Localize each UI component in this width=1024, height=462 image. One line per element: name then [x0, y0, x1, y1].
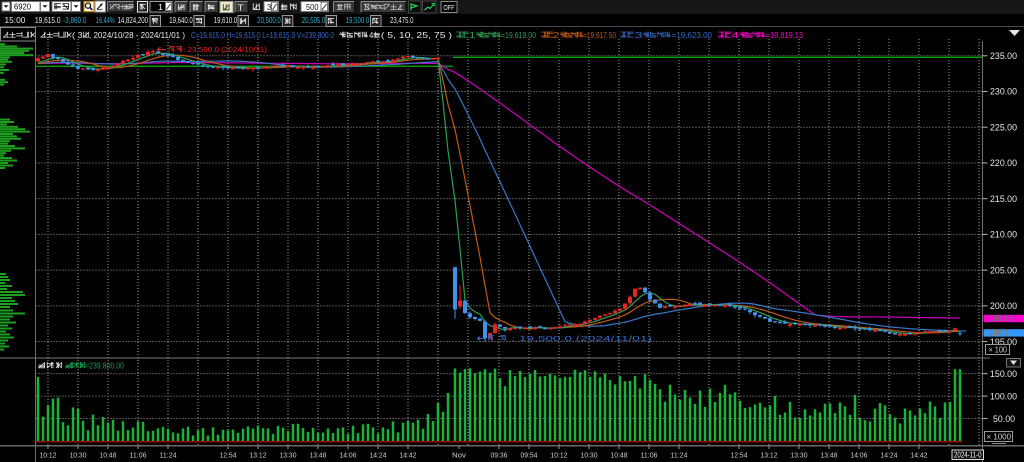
svg-text:19,615.0: 19,615.0 [35, 16, 61, 25]
svg-text:14:06: 14:06 [340, 451, 357, 460]
svg-text:09:36: 09:36 [491, 451, 508, 460]
svg-text:13:12: 13:12 [761, 451, 778, 460]
svg-text:( 3: ( 3 [72, 31, 83, 40]
svg-text:198.15: 198.15 [989, 314, 1013, 323]
svg-text:1: 1 [469, 31, 477, 40]
svg-text:10:30: 10:30 [581, 451, 598, 460]
svg-text:4: 4 [369, 31, 374, 40]
svg-text:235.00: 235.00 [990, 51, 1017, 61]
svg-text:6920: 6920 [14, 3, 32, 12]
svg-text:50.00: 50.00 [993, 414, 1015, 424]
svg-text:3: 3 [267, 3, 272, 12]
svg-text:× 1000: × 1000 [987, 432, 1012, 441]
svg-text:12:54: 12:54 [731, 451, 748, 460]
svg-text:11:06: 11:06 [130, 451, 147, 460]
svg-text:11:06: 11:06 [641, 451, 658, 460]
svg-text:4: 4 [731, 31, 739, 40]
svg-text:19,500.0: 19,500.0 [346, 16, 370, 25]
svg-text:: 23,590.0 (2024/10/31): : 23,590.0 (2024/10/31) [183, 45, 268, 54]
svg-text:14:24: 14:24 [370, 451, 387, 460]
svg-text:Nov: Nov [452, 451, 466, 460]
svg-text:× 100: × 100 [989, 345, 1008, 354]
svg-text:16.44%: 16.44% [96, 16, 115, 25]
svg-text:14:42: 14:42 [400, 451, 417, 460]
svg-text:C=19,615.0 H=19,615.0 L=19,615: C=19,615.0 H=19,615.0 L=19,615.0 V=239,8… [191, 31, 334, 40]
svg-text:: 19,500.0 (2024/11/01): : 19,500.0 (2024/11/01) [511, 334, 652, 343]
svg-text:500: 500 [306, 3, 319, 12]
svg-text:11:24: 11:24 [160, 451, 177, 460]
svg-text:10:30: 10:30 [70, 451, 87, 460]
svg-text:100.00: 100.00 [990, 391, 1017, 401]
svg-text:13:48: 13:48 [310, 451, 327, 460]
svg-text:-3,860.0: -3,860.0 [63, 16, 87, 25]
svg-text:10:48: 10:48 [100, 451, 117, 460]
svg-text:14:06: 14:06 [851, 451, 868, 460]
svg-text:10:12: 10:12 [551, 451, 568, 460]
svg-text:=239,800.00: =239,800.00 [85, 361, 124, 371]
svg-text:230.00: 230.00 [990, 87, 1017, 97]
svg-text:200.00: 200.00 [990, 301, 1017, 311]
svg-text:11:24: 11:24 [671, 451, 688, 460]
svg-text:215.00: 215.00 [990, 194, 1017, 204]
svg-text:14:24: 14:24 [881, 451, 898, 460]
svg-text:, 2024/10/28 - 2024/11/01 ): , 2024/10/28 - 2024/11/01 ) [89, 31, 185, 40]
svg-text:1: 1 [158, 2, 163, 12]
svg-text:23,475.0: 23,475.0 [390, 16, 414, 25]
svg-text:220.00: 220.00 [990, 158, 1017, 168]
svg-text:13:48: 13:48 [821, 451, 838, 460]
svg-text:12:54: 12:54 [220, 451, 237, 460]
svg-text:2024-11-0: 2024-11-0 [954, 451, 982, 460]
svg-text:15:00: 15:00 [5, 16, 27, 25]
svg-text:( 5, 10, 25, 75 ): ( 5, 10, 25, 75 ) [381, 31, 453, 40]
svg-text:13:30: 13:30 [280, 451, 297, 460]
svg-text:2: 2 [553, 31, 560, 40]
svg-text:T: T [238, 2, 244, 12]
svg-text:150.00: 150.00 [990, 369, 1017, 379]
svg-text:20,500.0: 20,500.0 [257, 16, 281, 25]
svg-text:14:42: 14:42 [911, 451, 928, 460]
svg-text:=19,617.50: =19,617.50 [583, 31, 616, 40]
svg-text:13:30: 13:30 [791, 451, 808, 460]
svg-text:10:12: 10:12 [40, 451, 57, 460]
svg-text:=19,619.00: =19,619.00 [501, 31, 537, 40]
svg-text:225.00: 225.00 [990, 122, 1017, 132]
svg-text:OFF: OFF [444, 3, 455, 12]
svg-text:14,824,200: 14,824,200 [118, 16, 149, 25]
svg-text:=19,819.13: =19,819.13 [766, 31, 804, 40]
svg-text:205.00: 205.00 [990, 265, 1017, 275]
svg-text:210.00: 210.00 [990, 230, 1017, 240]
svg-text:=19,623.00: =19,623.00 [672, 31, 713, 40]
svg-text:195.00: 195.00 [990, 337, 1017, 347]
svg-text:19,610.0: 19,610.0 [214, 16, 238, 25]
svg-text:20,505.0: 20,505.0 [302, 16, 326, 25]
svg-text:10:48: 10:48 [611, 451, 628, 460]
svg-text:3: 3 [635, 31, 644, 40]
svg-text:196.1: 196.1 [989, 329, 1009, 338]
svg-text:09:54: 09:54 [521, 451, 538, 460]
svg-text:19,640.0: 19,640.0 [169, 16, 193, 25]
svg-text:13:12: 13:12 [250, 451, 267, 460]
